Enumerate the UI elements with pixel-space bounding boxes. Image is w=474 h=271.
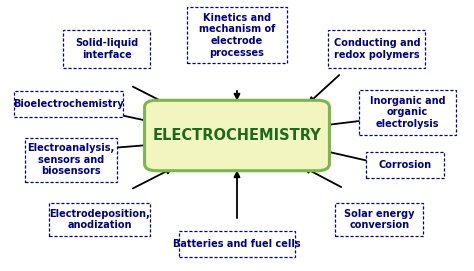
Text: Solar energy
conversion: Solar energy conversion — [344, 209, 414, 230]
FancyBboxPatch shape — [359, 90, 456, 135]
Text: Electrodeposition,
anodization: Electrodeposition, anodization — [49, 209, 150, 230]
FancyBboxPatch shape — [179, 231, 295, 257]
FancyBboxPatch shape — [187, 8, 287, 63]
FancyBboxPatch shape — [14, 92, 123, 117]
Text: Kinetics and
mechanism of
electrode
processes: Kinetics and mechanism of electrode proc… — [199, 13, 275, 58]
Text: Inorganic and
organic
electrolysis: Inorganic and organic electrolysis — [370, 96, 446, 129]
FancyBboxPatch shape — [336, 203, 423, 236]
Text: Solid-liquid
interface: Solid-liquid interface — [75, 38, 138, 60]
Text: Conducting and
redox polymers: Conducting and redox polymers — [334, 38, 420, 60]
FancyBboxPatch shape — [366, 152, 444, 178]
Text: Electroanalysis,
sensors and
biosensors: Electroanalysis, sensors and biosensors — [27, 143, 115, 176]
Text: ELECTROCHEMISTRY: ELECTROCHEMISTRY — [153, 128, 321, 143]
FancyBboxPatch shape — [63, 30, 151, 68]
FancyBboxPatch shape — [328, 30, 425, 68]
Text: Bioelectrochemistry: Bioelectrochemistry — [13, 99, 124, 109]
FancyBboxPatch shape — [145, 100, 329, 171]
FancyBboxPatch shape — [25, 138, 117, 182]
Text: Batteries and fuel cells: Batteries and fuel cells — [173, 239, 301, 249]
FancyBboxPatch shape — [48, 203, 151, 236]
Text: Corrosion: Corrosion — [379, 160, 432, 170]
